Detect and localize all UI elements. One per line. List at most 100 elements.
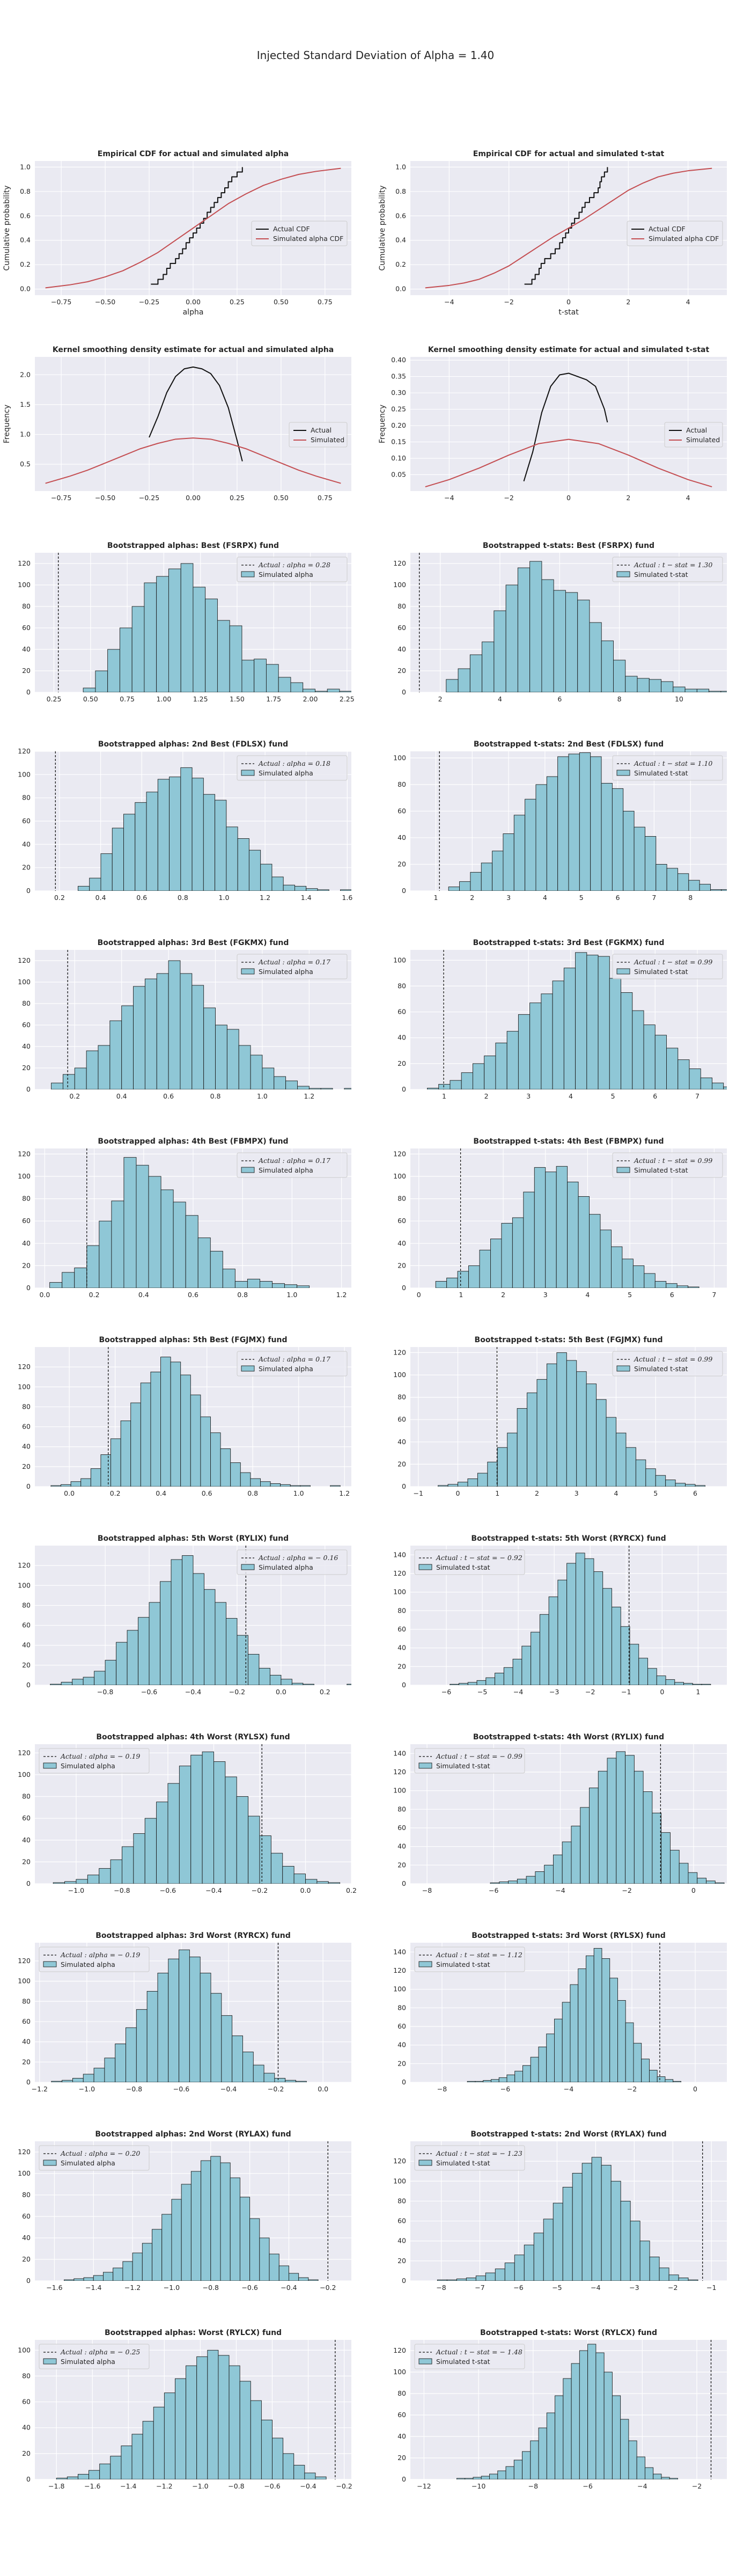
histogram-bar <box>552 980 564 1089</box>
histogram-bar <box>53 1882 65 1884</box>
histogram-bar <box>142 2421 154 2479</box>
histogram-bar <box>213 1761 226 1884</box>
x-tick-label: 1.0 <box>257 1092 268 1100</box>
plot-area <box>425 167 712 289</box>
histogram-bar <box>601 782 613 891</box>
x-tick-label: −8 <box>436 2284 446 2292</box>
histogram-bar <box>668 2274 679 2281</box>
x-tick-label: 0.6 <box>202 1489 212 1497</box>
histogram-bar <box>180 767 193 891</box>
x-tick-label: 6 <box>670 1291 674 1299</box>
y-tick-label: 80 <box>397 2003 406 2011</box>
histogram-bar <box>575 952 587 1089</box>
y-tick-label: 100 <box>18 1172 31 1180</box>
histogram-bar <box>575 1553 585 1685</box>
histogram-bar <box>490 1239 502 1288</box>
x-tick-label: 1.0 <box>293 1489 304 1497</box>
histogram-bar <box>638 1658 648 1685</box>
histogram-bar <box>241 660 255 692</box>
histogram-bar <box>179 1766 192 1884</box>
histogram-bar <box>210 1993 222 2082</box>
histogram-bar <box>495 1042 507 1089</box>
x-tick-label: 7 <box>695 1092 700 1100</box>
histogram-bar <box>676 1285 689 1288</box>
x-tick-label: −8 <box>437 2085 447 2093</box>
subplot-1: −0.75 −0.50 −0.25 0.00 0.25 0.50 0.75 0.0 0.2 0.4… <box>3 150 351 317</box>
histogram-bar <box>217 620 230 692</box>
histogram-bar <box>585 1955 594 2082</box>
histogram-bar <box>473 2477 482 2479</box>
histogram-bar <box>74 1067 87 1089</box>
histogram-bar <box>247 1278 260 1288</box>
histogram-bar <box>204 1589 216 1685</box>
x-tick-label: −1.0 <box>79 2085 95 2093</box>
x-tick-label: 6 <box>693 1489 697 1497</box>
histogram-bar <box>167 1783 180 1884</box>
histogram-bar <box>535 1871 545 1884</box>
histogram-bar <box>557 1579 568 1685</box>
histogram-bar <box>689 1069 701 1089</box>
histogram-bar <box>200 1973 211 2082</box>
legend-simulated-label: Simulated t-stat <box>436 1762 490 1770</box>
histogram-bar <box>595 2352 605 2479</box>
y-tick-label: 0 <box>26 2078 31 2086</box>
legend-simulated-label: Simulated t-stat <box>436 2159 490 2167</box>
x-tick-label: 0 <box>456 1489 460 1497</box>
histogram-bar <box>546 2412 556 2479</box>
legend-box <box>664 422 723 448</box>
y-tick-label: 20 <box>22 1661 31 1669</box>
x-tick-label: −0.6 <box>241 2284 257 2292</box>
y-tick-label: 60 <box>397 2022 406 2030</box>
legend-simulated-label: Simulated alpha <box>61 1960 115 1968</box>
histogram-bar <box>193 1573 204 1685</box>
y-tick-label: 0 <box>402 2475 406 2483</box>
histogram-bar <box>562 1841 572 1884</box>
histogram-bar <box>173 1202 186 1288</box>
legend: Actual Simulated <box>289 422 348 448</box>
histogram-bar <box>466 2277 476 2281</box>
histogram-bar <box>621 992 633 1089</box>
histogram-bar <box>517 567 531 692</box>
y-tick-label: 1.5 <box>20 400 31 408</box>
y-tick-label: 1.0 <box>20 163 31 171</box>
x-tick-label: −0.4 <box>185 1688 201 1696</box>
x-tick-label: −2 <box>627 2085 637 2093</box>
series-line-2 <box>45 437 341 484</box>
histogram-bar <box>632 1265 645 1288</box>
y-tick-label: 100 <box>393 1787 406 1795</box>
histogram-bar <box>249 2218 260 2281</box>
histogram-bar <box>610 2180 621 2281</box>
histogram-bar <box>546 2033 555 2082</box>
histogram-bar <box>242 2052 254 2082</box>
histogram-bar <box>701 1684 711 1685</box>
y-tick-label: 120 <box>18 1150 31 1158</box>
x-tick-label: 0.50 <box>274 298 289 306</box>
histogram-bar <box>248 850 261 891</box>
histogram-bar <box>634 1770 644 1884</box>
histogram-bar <box>250 2400 262 2479</box>
plot-area <box>437 2141 703 2281</box>
histogram-bar <box>127 1630 139 1685</box>
histogram-bars <box>49 1157 310 1288</box>
x-tick-label: −5 <box>552 2284 562 2292</box>
histogram-bar <box>522 2065 531 2082</box>
histogram-bar <box>83 687 96 692</box>
y-tick-label: 0 <box>26 1482 31 1490</box>
y-tick-label: 0 <box>402 1482 406 1490</box>
histogram-bar <box>109 1020 122 1089</box>
histogram-bar <box>99 1868 111 1884</box>
histogram-bar <box>495 1673 504 1685</box>
histogram-bar <box>649 2256 660 2281</box>
legend-simulated-swatch <box>241 770 255 776</box>
x-tick-label: 0.2 <box>110 1489 121 1497</box>
histogram-bar <box>697 1878 706 1884</box>
x-tick-label: −6 <box>489 1886 498 1894</box>
y-axis-label: Frequency <box>378 405 387 443</box>
y-tick-label: 20 <box>397 667 406 675</box>
histogram-bar <box>699 884 711 891</box>
histogram-bar <box>283 2453 294 2479</box>
histogram-bar <box>171 1559 182 1685</box>
legend-simulated-swatch <box>241 1564 255 1570</box>
x-tick-label: 4 <box>686 298 690 306</box>
